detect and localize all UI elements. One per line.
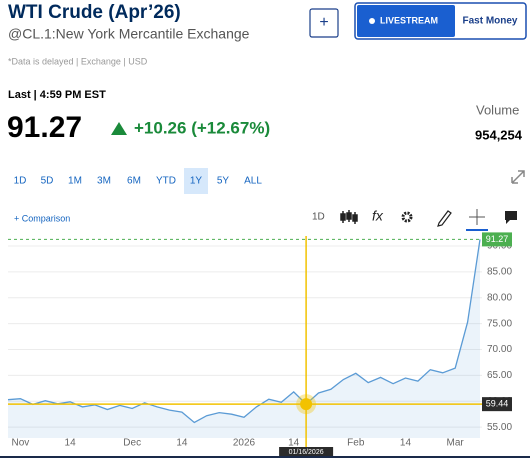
x-tick-label: 14 [400, 438, 412, 449]
subtitle: @CL.1:New York Mercantile Exchange [8, 26, 250, 42]
range-button[interactable]: 1D [14, 176, 27, 187]
range-button[interactable]: 1Y [190, 176, 203, 187]
range-selected-bg [184, 168, 208, 194]
crosshair-value-box [482, 397, 512, 412]
last-price-label: 91.27 [486, 234, 509, 244]
last-label: Last | 4:59 PM EST [8, 89, 106, 101]
y-tick-label: 80.00 [487, 292, 512, 303]
y-tick-label: 70.00 [487, 344, 512, 355]
range-button[interactable]: 5Y [217, 176, 230, 187]
y-tick-label: 55.00 [487, 422, 512, 433]
range-selector: 1D 5D 1M 3M 6M YTD 1Y 5Y ALL [14, 168, 262, 194]
range-button[interactable]: 5D [41, 176, 54, 187]
add-button-box[interactable] [309, 8, 339, 38]
note-icon[interactable] [505, 211, 517, 224]
draw-icon[interactable] [437, 210, 452, 227]
add-button-label[interactable]: + [319, 14, 328, 31]
x-tick-label: Nov [12, 438, 30, 449]
crosshair-icon[interactable] [469, 209, 485, 225]
data-note: *Data is delayed | Exchange | USD [8, 56, 148, 66]
livestream-bg[interactable] [357, 5, 455, 37]
x-tick-label: Mar [447, 438, 465, 449]
livestream-label[interactable]: LIVESTREAM [380, 15, 438, 25]
up-arrow [111, 122, 127, 135]
price: 91.27 [7, 111, 82, 144]
volume-label: Volume [476, 102, 519, 117]
change: +10.26 (+12.67%) [134, 118, 270, 137]
interval-button[interactable]: 1D [312, 212, 325, 223]
x-tick-label: 14 [65, 438, 77, 449]
add-button[interactable]: + [309, 8, 339, 38]
range-button[interactable]: 6M [127, 176, 141, 187]
last-price-flag [482, 232, 512, 247]
settings-icon[interactable] [401, 211, 413, 223]
x-tick-label: Dec [123, 438, 141, 449]
fast-money[interactable]: Fast Money [462, 16, 517, 27]
x-tick-label: 14 [288, 438, 300, 449]
live-dot [369, 18, 375, 24]
range-button[interactable]: 1M [68, 176, 82, 187]
crosshair-value: 59.44 [486, 399, 509, 409]
y-tick-label: 75.00 [487, 318, 512, 329]
price-line [7, 239, 481, 424]
range-button[interactable]: ALL [244, 176, 262, 187]
livestream-button[interactable]: LIVESTREAM [357, 5, 455, 37]
x-tick-label: Feb [347, 438, 365, 449]
candle-icon[interactable] [340, 210, 358, 224]
crosshair-date: 01/16/2026 [289, 449, 324, 456]
range-button[interactable]: 3M [97, 176, 111, 187]
fx-button[interactable]: fx [372, 208, 384, 224]
x-tick-label: 14 [176, 438, 188, 449]
title: WTI Crude (Apr’26) [8, 2, 181, 23]
comparison-button[interactable]: + Comparison [14, 213, 70, 223]
y-tick-label: 85.00 [487, 266, 512, 277]
chart: 55.0060.0065.0070.0075.0080.0085.0090.00… [7, 232, 512, 457]
expand-icon[interactable] [511, 170, 525, 184]
y-tick-label: 65.00 [487, 370, 512, 381]
area-fill [8, 239, 480, 438]
crosshair-dot [300, 398, 313, 411]
x-tick-label: 2026 [233, 438, 256, 449]
range-button[interactable]: YTD [156, 176, 176, 187]
crosshair-date-box [279, 447, 334, 457]
volume: 954,254 [475, 127, 523, 142]
